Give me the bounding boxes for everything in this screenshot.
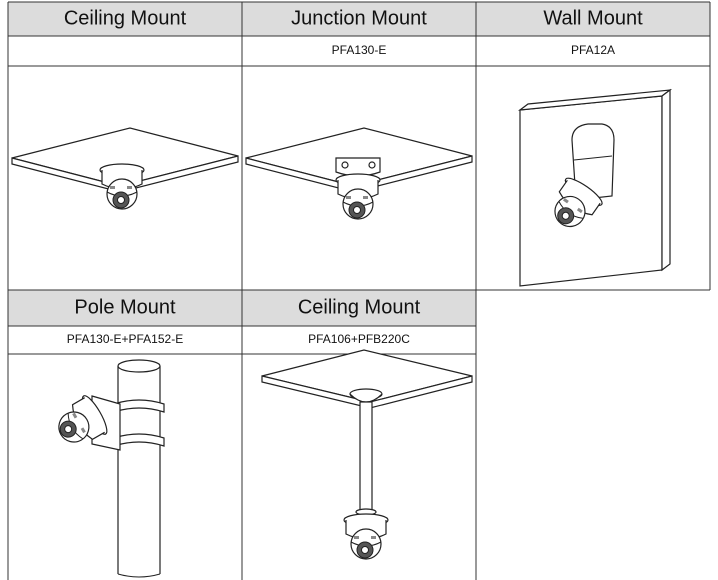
mount-name: Junction Mount — [291, 7, 427, 29]
table-grid — [7, 1, 711, 580]
camera — [99, 163, 145, 210]
model-number: PFA12A — [571, 43, 615, 57]
model-number: PFA130-E — [332, 43, 387, 57]
mount-name: Pole Mount — [74, 296, 176, 318]
mount-name: Ceiling Mount — [64, 7, 187, 29]
mount-name: Wall Mount — [543, 7, 643, 29]
pole-mount-illustration — [49, 359, 165, 578]
camera — [343, 513, 389, 560]
ceiling-mount-illustration — [11, 127, 239, 210]
mount-name: Ceiling Mount — [298, 296, 421, 318]
model-number: PFA130-E+PFA152-E — [67, 332, 183, 346]
header-bg — [8, 2, 710, 36]
model-number: PFA106+PFB220C — [308, 332, 410, 346]
junction-mount-illustration — [245, 127, 473, 220]
pendant-mount-illustration — [261, 349, 473, 560]
wall-mount-illustration — [517, 88, 673, 287]
camera — [335, 173, 381, 220]
